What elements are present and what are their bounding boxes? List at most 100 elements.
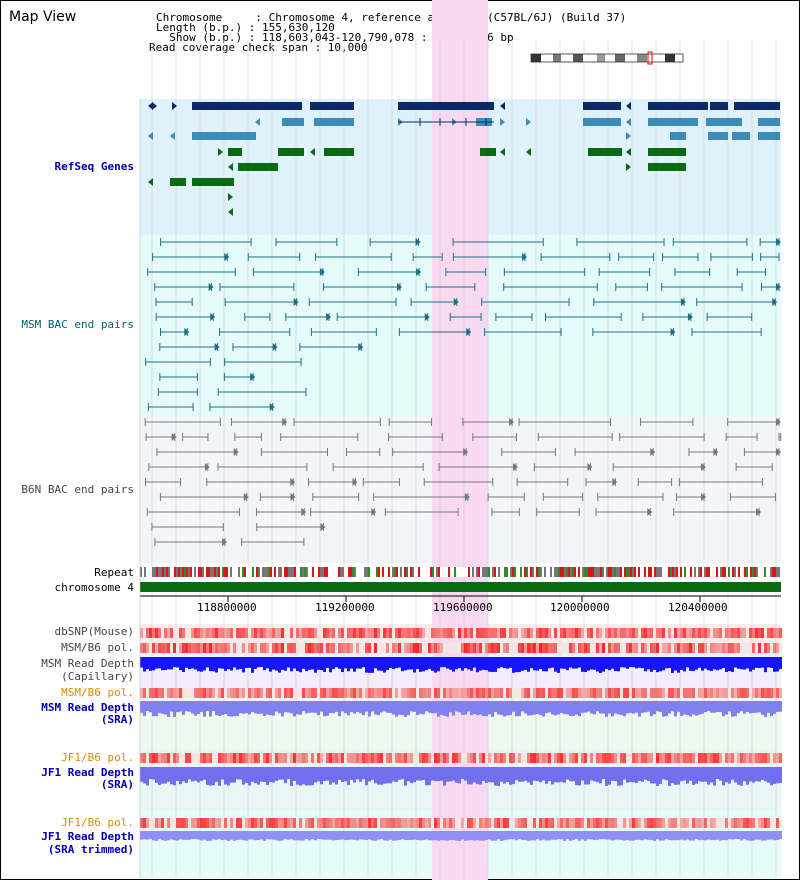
dbsnp-strip (596, 628, 599, 638)
jf1-b6-pol-strip (743, 753, 746, 763)
track-label-jf1-read-depth[interactable]: JF1 Read Depth (41, 766, 134, 779)
msm-capillary-depth-bar (527, 657, 530, 672)
dbsnp-strip (206, 628, 209, 638)
b6n-bac-end-arrow (352, 478, 358, 486)
msm-b6-pol-strip-sra (140, 688, 143, 698)
msm-sra-depth-bar (200, 701, 203, 712)
jf1-b6-pol-strip-trim (533, 818, 536, 828)
msm-b6-pol-strip (245, 643, 248, 653)
jf1-b6-pol-strip-trim (662, 818, 665, 828)
msm-b6-pol-strip (692, 643, 695, 653)
repeat-segment (590, 567, 592, 577)
track-label-jf1-b6-pol-1[interactable]: JF1/B6 pol. (61, 751, 134, 764)
msm-sra-depth-bar (314, 701, 317, 713)
msm-sra-depth-bar (434, 701, 437, 714)
msm-sra-depth-bar (596, 701, 599, 712)
track-label-msm-read-depth-capillary[interactable]: MSM Read Depth (41, 657, 134, 670)
msm-sra-depth-bar (263, 701, 266, 716)
jf1-b6-pol-strip (233, 753, 236, 763)
msm-capillary-depth-bar (704, 657, 707, 669)
msm-b6-pol-strip (173, 643, 176, 653)
msm-capillary-depth-bar (593, 657, 596, 670)
track-label-b6n-bac[interactable]: B6N BAC end pairs (21, 483, 134, 496)
msm-sra-depth-bar (347, 701, 350, 716)
repeat-segment (334, 567, 336, 577)
jf1-trim-depth-bar (617, 831, 620, 840)
jf1-trim-depth-bar (425, 831, 428, 840)
repeat-segment (738, 567, 740, 577)
track-label-chromosome[interactable]: chromosome 4 (54, 581, 134, 594)
jf1-b6-pol-strip (302, 753, 305, 763)
track-label-msm-bac[interactable]: MSM BAC end pairs (21, 318, 134, 331)
jf1-b6-pol-strip (545, 753, 548, 763)
jf1-trim-depth-bar (605, 831, 608, 840)
track-label-jf1-read-depth-trim[interactable]: JF1 Read Depth (41, 830, 134, 843)
jf1-b6-pol-strip (764, 753, 767, 763)
msm-b6-pol-strip (398, 643, 401, 653)
jf1-b6-pol-strip (296, 753, 299, 763)
track-label-msm-read-depth-sra[interactable]: MSM Read Depth (41, 701, 134, 714)
dbsnp-strip (212, 628, 215, 638)
jf1-b6-pol-strip (524, 753, 527, 763)
track-label-msm-b6-pol-2[interactable]: MSM/B6 pol. (61, 686, 134, 699)
msm-sra-depth-bar (296, 701, 299, 715)
msm-b6-pol-strip-sra (233, 688, 236, 698)
msm-b6-pol-strip (401, 643, 404, 653)
track-label-refseq[interactable]: RefSeq Genes (54, 160, 134, 173)
jf1-b6-pol-strip-trim (581, 818, 584, 828)
msm-b6-pol-strip (449, 643, 452, 653)
msm-b6-pol-strip (668, 643, 671, 653)
jf1-trim-depth-bar (662, 831, 665, 841)
msm-b6-pol-strip-sra (503, 688, 506, 698)
msm-capillary-depth-bar (281, 657, 284, 670)
jf1-trim-depth-bar (632, 831, 635, 841)
repeat-segment (688, 567, 690, 577)
jf1-b6-pol-strip-trim (728, 818, 731, 828)
dbsnp-strip (440, 628, 443, 638)
msm-b6-pol-strip (191, 643, 194, 653)
jf1-trim-depth-bar (578, 831, 581, 841)
msm-b6-pol-strip (569, 643, 572, 653)
repeat-segment (724, 567, 726, 577)
jf1-sra-depth-bar (449, 767, 452, 782)
track-label-dbsnp[interactable]: dbSNP(Mouse) (54, 625, 134, 638)
dbsnp-strip (299, 628, 302, 638)
repeat-segment (478, 567, 480, 577)
jf1-sra-depth-bar (245, 767, 248, 783)
jf1-b6-pol-strip (266, 753, 269, 763)
jf1-b6-pol-strip-trim (275, 818, 278, 828)
dbsnp-strip (740, 628, 743, 638)
dbsnp-strip (626, 628, 629, 638)
repeat-segment (154, 567, 156, 577)
msm-sra-depth-bar (770, 701, 773, 717)
repeat-segment (708, 567, 710, 577)
msm-b6-pol-strip (500, 643, 503, 653)
jf1-trim-depth-bar (236, 831, 239, 840)
msm-sra-depth-bar (320, 701, 323, 712)
repeat-segment (504, 567, 506, 577)
msm-b6-pol-strip (596, 643, 599, 653)
jf1-b6-pol-strip (554, 753, 557, 763)
jf1-b6-pol-strip (245, 753, 248, 763)
msm-capillary-depth-bar (290, 657, 293, 672)
jf1-trim-depth-bar (164, 831, 167, 841)
repeat-segment (278, 567, 280, 577)
msm-b6-pol-strip (740, 643, 743, 653)
msm-sra-depth-bar (188, 701, 191, 712)
jf1-b6-pol-strip (506, 753, 509, 763)
track-label-repeat[interactable]: Repeat (94, 566, 134, 579)
msm-b6-pol-strip (206, 643, 209, 653)
track-label-jf1-b6-pol-2[interactable]: JF1/B6 pol. (61, 816, 134, 829)
msm-b6-pol-strip-sra (443, 688, 446, 698)
jf1-trim-depth-bar (446, 831, 449, 841)
repeat-segment (222, 567, 224, 577)
jf1-b6-pol-strip (773, 753, 776, 763)
msm-b6-pol-strip-sra (572, 688, 575, 698)
repeat-segment (690, 567, 692, 577)
repeat-segment (532, 567, 534, 577)
jf1-b6-pol-strip (179, 753, 182, 763)
msm-b6-pol-strip-sra (425, 688, 428, 698)
jf1-b6-pol-strip-trim (248, 818, 251, 828)
track-label-msm-b6-pol-1[interactable]: MSM/B6 pol. (61, 641, 134, 654)
